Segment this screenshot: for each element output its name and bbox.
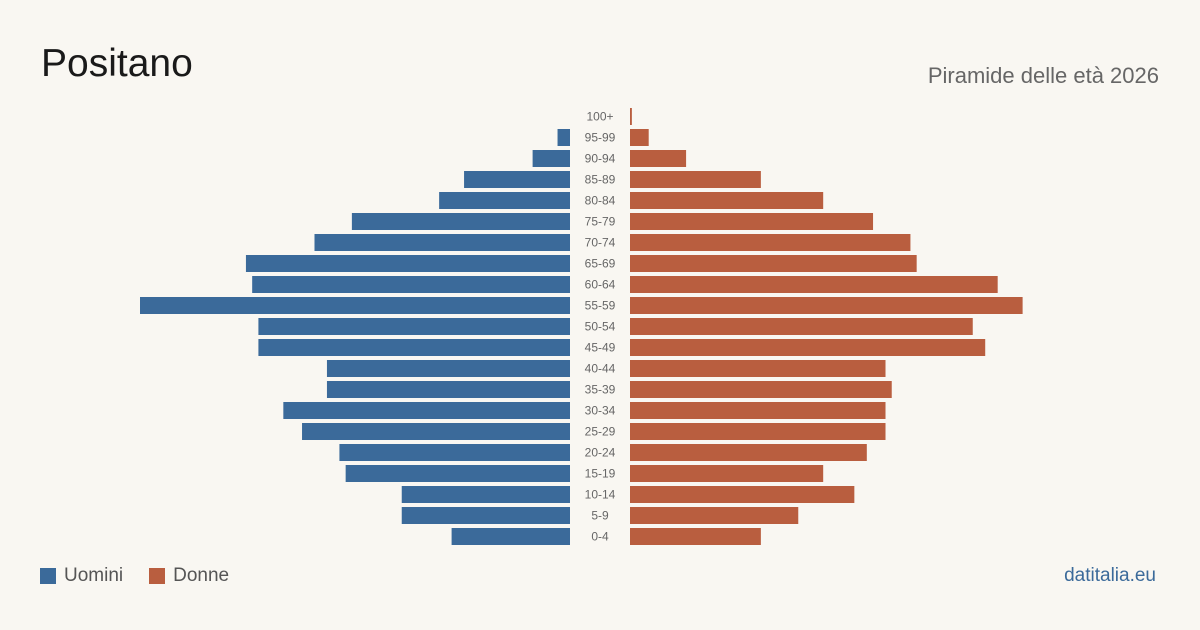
age-label-60-64: 60-64 — [585, 278, 616, 292]
bar-women-85-89 — [630, 171, 761, 188]
legend-item-men: Uomini — [40, 565, 123, 587]
bar-women-55-59 — [630, 297, 1023, 314]
bar-men-45-49 — [258, 339, 570, 356]
bar-men-20-24 — [339, 444, 570, 461]
age-label-95-99: 95-99 — [585, 131, 616, 145]
age-label-85-89: 85-89 — [585, 173, 616, 187]
age-label-10-14: 10-14 — [585, 488, 616, 502]
bar-men-90-94 — [532, 150, 570, 167]
bar-women-0-4 — [630, 528, 761, 545]
bar-men-30-34 — [283, 402, 570, 419]
bar-women-10-14 — [630, 486, 855, 503]
age-label-65-69: 65-69 — [585, 257, 616, 271]
source-link[interactable]: datitalia.eu — [1064, 565, 1156, 586]
bar-women-50-54 — [630, 318, 973, 335]
bar-men-15-19 — [345, 465, 570, 482]
chart-title: Positano — [41, 42, 193, 85]
legend-label-women: Donne — [173, 565, 230, 586]
bar-women-30-34 — [630, 402, 886, 419]
bar-women-5-9 — [630, 507, 799, 524]
chart-subtitle: Piramide delle età 2026 — [927, 63, 1159, 88]
bar-women-95-99 — [630, 129, 649, 146]
age-label-100+: 100+ — [586, 110, 613, 124]
bar-men-50-54 — [258, 318, 570, 335]
bar-women-65-69 — [630, 255, 917, 272]
legend-label-men: Uomini — [64, 565, 124, 586]
age-label-55-59: 55-59 — [585, 299, 616, 313]
bar-men-65-69 — [245, 255, 571, 272]
age-label-15-19: 15-19 — [585, 467, 616, 481]
legend-swatch-women — [149, 568, 166, 584]
bar-men-5-9 — [401, 507, 570, 524]
bar-women-90-94 — [630, 150, 687, 167]
bar-men-80-84 — [439, 192, 570, 209]
bar-men-95-99 — [557, 129, 570, 146]
legend-item-women: Donne — [149, 565, 229, 587]
age-label-30-34: 30-34 — [585, 404, 616, 418]
legend: Uomini Donne — [40, 565, 255, 587]
legend-swatch-men — [40, 568, 56, 584]
bar-men-75-79 — [351, 213, 570, 230]
bar-men-0-4 — [451, 528, 570, 545]
bar-women-40-44 — [630, 360, 886, 377]
age-label-5-9: 5-9 — [591, 509, 609, 523]
bar-men-55-59 — [140, 297, 570, 314]
age-label-45-49: 45-49 — [585, 341, 616, 355]
bar-women-70-74 — [630, 234, 911, 251]
bar-women-45-49 — [630, 339, 986, 356]
age-label-70-74: 70-74 — [585, 236, 616, 250]
age-label-35-39: 35-39 — [585, 383, 616, 397]
age-label-25-29: 25-29 — [585, 425, 616, 439]
bar-women-75-79 — [630, 213, 874, 230]
age-label-75-79: 75-79 — [585, 215, 616, 229]
bar-women-100+ — [630, 108, 632, 125]
bar-men-40-44 — [326, 360, 570, 377]
age-label-80-84: 80-84 — [585, 194, 616, 208]
bar-women-25-29 — [630, 423, 886, 440]
bar-men-25-29 — [302, 423, 570, 440]
bar-women-60-64 — [630, 276, 998, 293]
age-label-90-94: 90-94 — [585, 152, 616, 166]
bar-women-15-19 — [630, 465, 824, 482]
bar-men-70-74 — [314, 234, 570, 251]
bar-women-35-39 — [630, 381, 892, 398]
age-label-40-44: 40-44 — [585, 362, 616, 376]
bar-men-35-39 — [326, 381, 570, 398]
bar-men-60-64 — [252, 276, 570, 293]
bar-men-85-89 — [464, 171, 570, 188]
bar-men-10-14 — [401, 486, 570, 503]
age-label-20-24: 20-24 — [585, 446, 616, 460]
age-label-50-54: 50-54 — [585, 320, 616, 334]
bar-women-80-84 — [630, 192, 824, 209]
bar-women-20-24 — [630, 444, 867, 461]
age-label-0-4: 0-4 — [591, 530, 609, 544]
